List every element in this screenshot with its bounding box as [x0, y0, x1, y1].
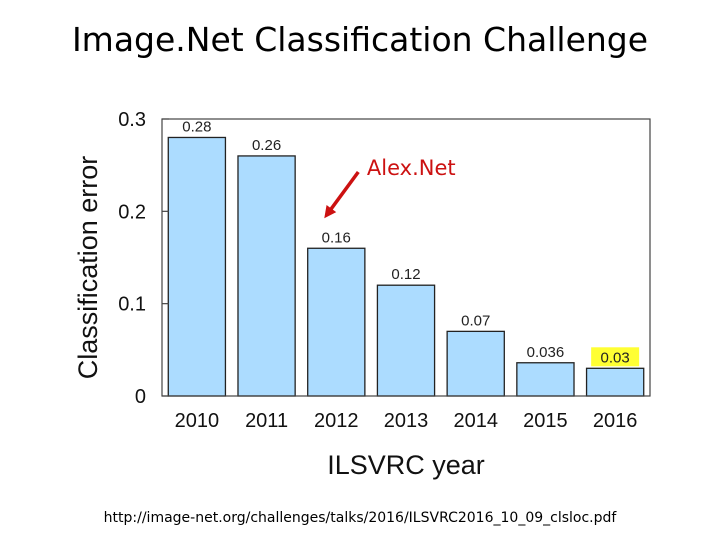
source-url: http://image-net.org/challenges/talks/20…	[103, 510, 617, 526]
x-tick-2011: 2011	[245, 410, 288, 432]
bar-chart: 00.10.20.3 2010 2011 2012 2013 2014 2015 2016 …	[73, 109, 651, 480]
x-tick-2016: 2016	[593, 410, 638, 432]
plot-frame	[161, 118, 651, 397]
x-axis-title: ILSVRC year	[327, 450, 485, 480]
data-label-2010: 0.28	[182, 118, 211, 135]
bar-2015	[516, 362, 575, 397]
y-ticks: 0 0.1 0.2 0.3	[118, 109, 169, 408]
data-label-2013: 0.12	[391, 266, 420, 283]
x-tick-2013: 2013	[384, 410, 429, 432]
y-tick-label: 0	[135, 386, 146, 408]
annotation-arrow-head	[324, 205, 337, 219]
alexnet-annotation: Alex.Net	[324, 156, 456, 219]
x-tick-2015: 2015	[523, 410, 568, 432]
bar-2016	[585, 367, 645, 397]
x-ticks: 2010 2011 2012 2013 2014 2015 2016	[175, 410, 638, 432]
y-tick-label: 0.2	[118, 201, 146, 223]
bar-2012	[307, 247, 366, 397]
bar-2014	[446, 330, 505, 397]
data-label-2015: 0.036	[527, 344, 565, 361]
y-tick-label: 0.1	[118, 294, 146, 316]
bar-2011	[237, 155, 296, 397]
x-tick-2012: 2012	[314, 410, 359, 432]
y-tick-label: 0.3	[118, 109, 146, 131]
y-axis-title: Classification error	[73, 156, 103, 380]
bar-2013	[376, 284, 436, 397]
x-tick-2014: 2014	[453, 410, 498, 432]
bar-2010	[167, 136, 227, 397]
highlight-box	[591, 347, 640, 367]
annotation-arrow	[327, 170, 360, 214]
bars	[167, 136, 645, 397]
data-label-2014: 0.07	[461, 312, 490, 329]
slide-title: Image.Net Classification Challenge	[71, 20, 649, 59]
x-tick-2010: 2010	[175, 410, 220, 432]
data-label-2016: 0.03	[601, 349, 630, 366]
annotation-text: Alex.Net	[367, 156, 456, 180]
data-labels: 0.28 0.26 0.16 0.12 0.07 0.036 0.03	[182, 118, 640, 367]
data-label-2012: 0.16	[322, 229, 351, 246]
data-label-2011: 0.26	[252, 137, 281, 154]
